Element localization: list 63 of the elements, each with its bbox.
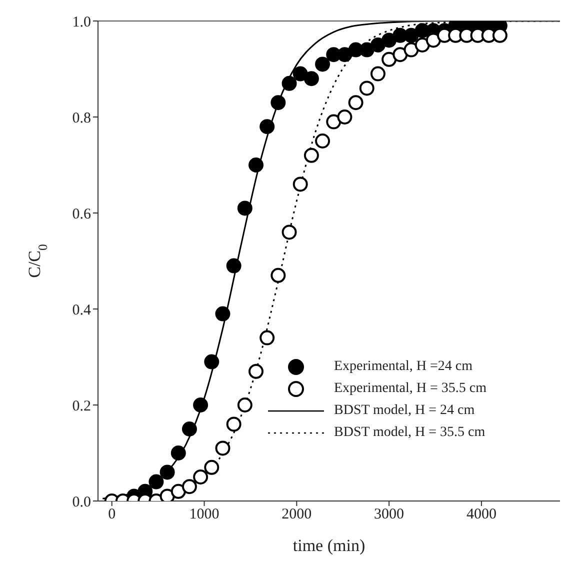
point [170,484,186,499]
legend-label: Experimental, H = 35.5 cm [334,381,487,397]
point [237,200,252,216]
point [492,28,508,43]
point [204,354,220,370]
point [359,80,374,96]
point [282,76,297,91]
point [170,446,186,460]
point [193,398,208,412]
point [292,66,308,82]
x-tick-label: 3000 [374,506,404,523]
x-axis-title: time (min) [292,536,366,555]
point [270,268,286,283]
point [337,47,352,62]
point [193,470,208,484]
x-tick-label: 2000 [282,506,312,523]
y-tick-label: 0.0 [72,494,91,510]
legend-label: BDST model, H = 24 cm [334,403,475,419]
point [304,71,319,86]
point [359,42,374,58]
point [382,32,397,48]
point [370,38,386,52]
point [260,330,275,346]
point [337,110,352,124]
point [248,364,264,379]
point [382,52,397,67]
point [226,416,242,432]
point [248,158,264,172]
legend-label: BDST model, H = 35.5 cm [334,425,486,441]
point [237,398,252,412]
point [304,148,319,163]
point [204,460,220,475]
point [148,474,164,490]
point [282,224,297,240]
point [426,32,441,48]
point [182,479,197,494]
point [260,119,275,134]
point [404,42,419,58]
point [160,488,175,501]
point [160,464,175,480]
point [326,114,342,130]
point [215,306,230,322]
point [315,134,330,148]
point [182,422,197,436]
y-tick-label: 0.4 [72,302,92,318]
legend-label: Experimental, H =24 cm [334,359,473,375]
y-tick-label: 0.6 [72,206,92,222]
point [215,440,230,456]
y-tick-label: 0.2 [72,398,91,414]
point [315,56,330,72]
x-tick-label: 1000 [189,506,220,523]
point [292,176,308,192]
x-tick-label: 0 [108,506,116,523]
point [370,66,386,82]
point [414,38,430,52]
point [392,47,408,62]
point [226,258,242,274]
y-tick-label: 1.0 [72,14,91,30]
point [270,95,286,110]
y-tick-label: 0.8 [72,110,91,126]
point [404,28,419,43]
x-tick-label: 4000 [466,506,496,523]
point [348,95,364,110]
